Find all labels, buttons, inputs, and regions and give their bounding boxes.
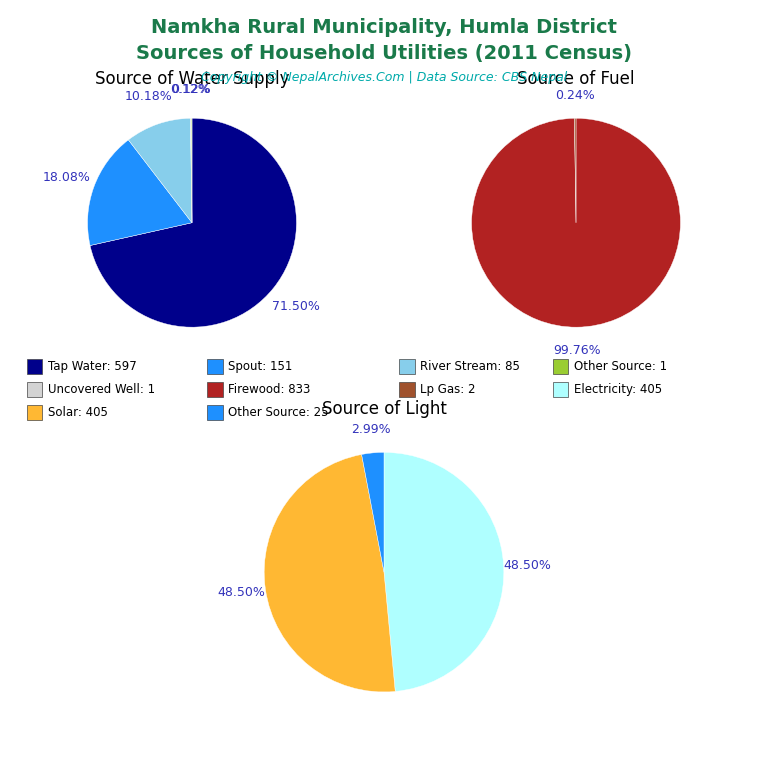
- Text: Solar: 405: Solar: 405: [48, 406, 108, 419]
- Wedge shape: [190, 118, 192, 223]
- Text: 0.12%: 0.12%: [171, 82, 211, 95]
- Text: Firewood: 833: Firewood: 833: [228, 383, 310, 396]
- Text: Namkha Rural Municipality, Humla District: Namkha Rural Municipality, Humla Distric…: [151, 18, 617, 38]
- Text: Lp Gas: 2: Lp Gas: 2: [420, 383, 475, 396]
- Text: 0.12%: 0.12%: [170, 82, 210, 95]
- Text: 48.50%: 48.50%: [217, 586, 266, 599]
- Wedge shape: [88, 140, 192, 246]
- Text: Other Source: 1: Other Source: 1: [574, 360, 667, 372]
- Text: 99.76%: 99.76%: [553, 343, 601, 356]
- Text: Sources of Household Utilities (2011 Census): Sources of Household Utilities (2011 Cen…: [136, 44, 632, 63]
- Title: Source of Water Supply: Source of Water Supply: [94, 70, 290, 88]
- Wedge shape: [362, 452, 384, 572]
- Text: 48.50%: 48.50%: [504, 559, 551, 572]
- Wedge shape: [90, 118, 296, 327]
- Wedge shape: [191, 118, 192, 223]
- Text: Spout: 151: Spout: 151: [228, 360, 293, 372]
- Text: 71.50%: 71.50%: [273, 300, 320, 313]
- Text: Tap Water: 597: Tap Water: 597: [48, 360, 137, 372]
- Text: River Stream: 85: River Stream: 85: [420, 360, 520, 372]
- Text: 18.08%: 18.08%: [42, 170, 91, 184]
- Wedge shape: [472, 118, 680, 327]
- Text: Electricity: 405: Electricity: 405: [574, 383, 662, 396]
- Text: Copyright © NepalArchives.Com | Data Source: CBS Nepal: Copyright © NepalArchives.Com | Data Sou…: [201, 71, 567, 84]
- Wedge shape: [128, 118, 192, 223]
- Wedge shape: [574, 118, 576, 223]
- Text: 10.18%: 10.18%: [124, 90, 172, 103]
- Text: 2.99%: 2.99%: [351, 422, 390, 435]
- Title: Source of Light: Source of Light: [322, 400, 446, 418]
- Text: Other Source: 25: Other Source: 25: [228, 406, 329, 419]
- Text: Uncovered Well: 1: Uncovered Well: 1: [48, 383, 154, 396]
- Text: 0.24%: 0.24%: [555, 89, 595, 102]
- Title: Source of Fuel: Source of Fuel: [518, 70, 634, 88]
- Wedge shape: [264, 455, 396, 692]
- Wedge shape: [384, 452, 504, 691]
